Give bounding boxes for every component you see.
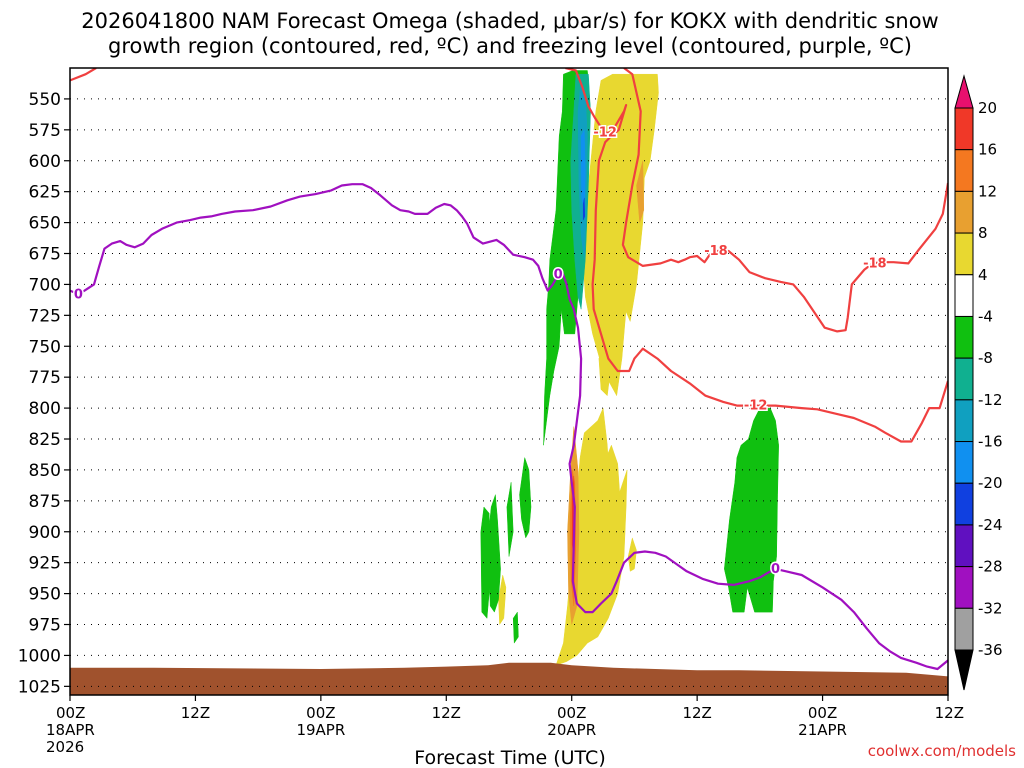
omega-region-4	[600, 444, 621, 527]
contour-line-1	[70, 68, 97, 82]
chart-title-line2: growth region (contoured, red, ºC) and f…	[108, 34, 912, 58]
colorbar-label-11: -28	[978, 558, 1003, 576]
x-tick-date-4: 20APR	[547, 721, 596, 739]
x-tick-label-0: 00Z	[56, 704, 85, 722]
x-tick-label-4: 00Z	[557, 704, 586, 722]
colorbar-label-1: 16	[978, 141, 997, 159]
colorbar-label-10: -24	[978, 516, 1003, 534]
contour-label-3-0: 0	[74, 287, 83, 302]
contour-label-1-1: -18	[863, 256, 887, 271]
y-tick-label-550: 550	[29, 90, 61, 110]
contour-label-0-0: -12	[593, 125, 617, 140]
plot-background	[70, 68, 948, 695]
omega-region-10	[636, 160, 645, 223]
colorbar-swatch-12	[954, 566, 974, 609]
omega-region-21	[582, 197, 586, 221]
x-axis-label: Forecast Time (UTC)	[414, 747, 605, 768]
omega-region-15	[512, 611, 519, 644]
colorbar-swatch-11	[954, 524, 974, 568]
y-tick-label-625: 625	[29, 183, 61, 203]
x-tick-date-0: 18APR	[46, 721, 95, 739]
omega-region-13	[487, 494, 501, 613]
y-axis: 550 575 600 625 650 675 700 725 750 775 800 825 850 8…	[18, 90, 70, 697]
contour-label-3-2: 0	[771, 562, 780, 577]
colorbar-swatch-9	[954, 441, 974, 484]
colorbar-swatch-10	[954, 482, 974, 526]
credit-text: coolwx.com/models	[868, 742, 1016, 760]
x-tick-date-2: 19APR	[296, 721, 345, 739]
colorbar-label-5: -4	[978, 307, 993, 325]
y-tick-label-925: 925	[29, 554, 61, 574]
contour-layer: -12 -12 -18 -18 0 0 0	[70, 68, 948, 671]
y-tick-label-1025: 1025	[18, 677, 61, 697]
plot-area: -12 -12 -18 -18 0 0 0	[69, 67, 949, 696]
y-tick-label-875: 875	[29, 492, 61, 512]
y-tick-label-850: 850	[29, 461, 61, 481]
x-tick-date-6: 21APR	[798, 721, 847, 739]
omega-region-12	[519, 457, 532, 539]
y-tick-label-650: 650	[29, 214, 61, 234]
colorbar-swatch-2	[954, 149, 974, 192]
y-tick-label-750: 750	[29, 337, 61, 357]
x-tick-label-1: 12Z	[181, 704, 210, 722]
colorbar-swatch-7	[954, 357, 974, 401]
colorbar-label-6: -8	[978, 349, 993, 367]
y-tick-label-975: 975	[29, 616, 61, 636]
omega-region-20	[580, 129, 586, 211]
plot-frame	[69, 67, 949, 696]
colorbar-swatch-1	[954, 107, 974, 151]
colorbar-bottom-arrow	[954, 649, 974, 691]
omega-region-17	[724, 407, 779, 613]
y-tick-label-950: 950	[29, 585, 61, 605]
colorbar-label-2: 12	[978, 182, 997, 200]
colorbar-swatch-8	[954, 399, 974, 443]
x-tick-label-3: 12Z	[432, 704, 461, 722]
colorbar-label-13: -36	[978, 641, 1003, 659]
ground-layer	[70, 662, 948, 695]
colorbar-swatch-3	[954, 190, 974, 234]
x-tick-label-7: 12Z	[935, 704, 964, 722]
colorbar-label-0: 20	[978, 99, 997, 117]
y-tick-label-775: 775	[29, 368, 61, 388]
colorbar-label-12: -32	[978, 599, 1003, 617]
chart-title-line1: 2026041800 NAM Forecast Omega (shaded, μ…	[81, 9, 938, 33]
omega-region-3	[621, 123, 646, 323]
contour-line-3	[70, 183, 948, 671]
colorbar-swatch-4	[954, 232, 974, 276]
omega-region-16	[480, 506, 491, 619]
colorbar-top-arrow	[954, 74, 974, 109]
contour-label-1-0: -18	[704, 244, 728, 259]
y-tick-label-700: 700	[29, 275, 61, 295]
ground-terrain	[70, 662, 948, 695]
y-tick-label-900: 900	[29, 523, 61, 543]
x-tick-label-6: 00Z	[808, 704, 837, 722]
y-tick-label-575: 575	[29, 121, 61, 141]
y-tick-label-600: 600	[29, 152, 61, 172]
y-tick-label-825: 825	[29, 430, 61, 450]
omega-region-6	[498, 574, 507, 626]
x-tick-year-0: 2026	[46, 738, 84, 756]
colorbar-label-3: 8	[978, 224, 988, 242]
colorbar-label-8: -16	[978, 433, 1003, 451]
colorbar-label-7: -12	[978, 391, 1003, 409]
contour-line-2	[621, 68, 948, 333]
y-tick-label-1000: 1000	[18, 646, 61, 666]
colorbar-swatch-13	[954, 607, 974, 651]
contour-label-3-1: 0	[554, 268, 563, 283]
y-tick-label-725: 725	[29, 306, 61, 326]
y-tick-label-800: 800	[29, 399, 61, 419]
colorbar-swatch-5	[954, 274, 974, 317]
contour-label-0-1: -12	[744, 399, 768, 414]
x-tick-label-2: 00Z	[306, 704, 335, 722]
colorbar-swatch-6	[954, 315, 974, 359]
colorbar-label-9: -20	[978, 474, 1003, 492]
contour-line-0	[565, 68, 948, 443]
colorbar-label-4: 4	[978, 266, 988, 284]
colorbar: 20 16 12 8 4 -4 -8 -12 -16 -20 -24 -28 -32 -36	[954, 74, 1003, 691]
y-tick-label-675: 675	[29, 245, 61, 265]
x-tick-label-5: 12Z	[682, 704, 711, 722]
